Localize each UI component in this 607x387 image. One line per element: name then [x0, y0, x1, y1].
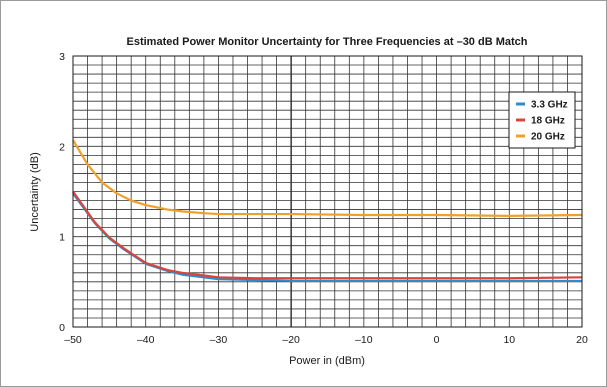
- y-tick-label: 1: [59, 232, 65, 244]
- y-tick-label: 2: [59, 141, 65, 153]
- x-tick-label: –30: [210, 334, 228, 346]
- y-tick-label: 0: [59, 322, 65, 334]
- x-tick-label: –10: [355, 334, 373, 346]
- series-line-2: [72, 139, 583, 217]
- grid: [72, 55, 583, 328]
- legend-label-2: 20 GHz: [531, 132, 565, 143]
- x-tick-label: 20: [576, 334, 588, 346]
- legend-label-1: 18 GHz: [531, 116, 565, 127]
- legend-label-0: 3.3 GHz: [531, 100, 568, 111]
- y-tick-label: 3: [59, 51, 65, 63]
- x-axis-label: Power in (dBm): [289, 355, 365, 367]
- series-line-1: [72, 190, 583, 280]
- x-tick-label: –50: [64, 334, 82, 346]
- x-tick-label: 0: [434, 334, 440, 346]
- plot-border: [72, 55, 583, 328]
- tick-labels: –50 –40 –30 –20 –10 0 10 20 0 1 2 3: [59, 51, 588, 346]
- x-tick-label: –40: [137, 334, 155, 346]
- legend: 3.3 GHz 18 GHz 20 GHz: [508, 91, 576, 149]
- chart-title: Estimated Power Monitor Uncertainty for …: [127, 36, 528, 48]
- x-tick-label: –20: [282, 334, 300, 346]
- y-axis-label: Uncertainty (dB): [29, 152, 41, 231]
- x-tick-label: 10: [503, 334, 515, 346]
- series-layer: [72, 139, 583, 283]
